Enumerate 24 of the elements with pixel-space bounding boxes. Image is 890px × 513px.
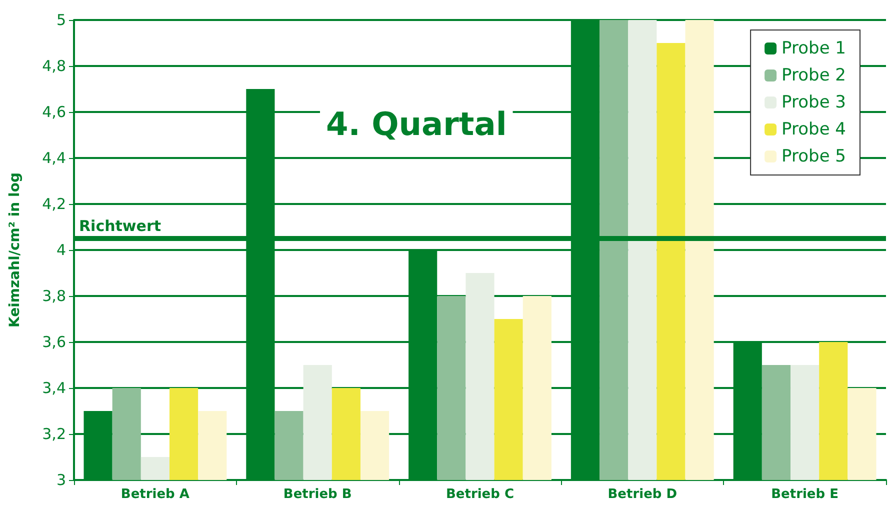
y-tick-label: 4,8 [42,57,66,75]
x-tick-label: Betrieb B [283,487,352,502]
y-tick-label: 5 [56,11,66,29]
legend-label: Probe 3 [782,92,846,112]
y-tick-label: 4 [56,241,66,259]
y-tick-label: 3 [56,471,66,489]
legend-label: Probe 1 [782,38,846,58]
ref-line-label: Richtwert [79,217,162,235]
y-tick-label: 3,2 [42,425,66,443]
x-tick-label: Betrieb D [608,487,678,502]
x-tick-label: Betrieb E [771,487,838,502]
y-tick-label: 4,2 [42,195,66,213]
y-tick-label: 3,8 [42,287,66,305]
legend-label: Probe 5 [782,146,846,166]
y-axis-title: Keimzahl/cm² in log [7,172,23,328]
y-tick-label: 3,6 [42,333,66,351]
y-tick-label: 4,4 [42,149,66,167]
y-tick-label: 4,6 [42,103,66,121]
x-tick-label: Betrieb C [446,487,514,502]
text: 4. Quartal [326,105,507,143]
x-tick-label: Betrieb A [120,487,190,502]
y-tick-label: 3,4 [42,379,66,397]
legend-label: Probe 2 [782,66,846,86]
legend-label: Probe 4 [782,120,846,140]
